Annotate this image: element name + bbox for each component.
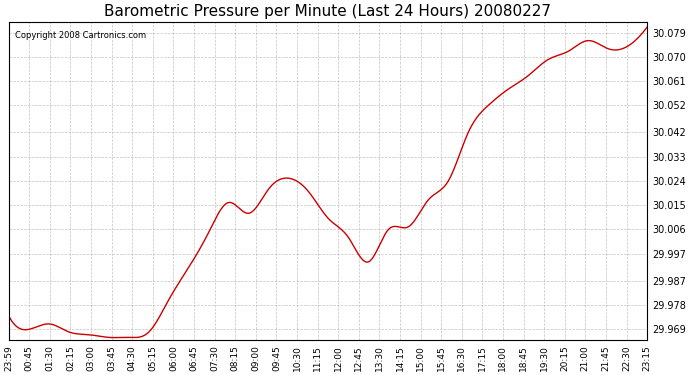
Text: Copyright 2008 Cartronics.com: Copyright 2008 Cartronics.com [15, 31, 146, 40]
Title: Barometric Pressure per Minute (Last 24 Hours) 20080227: Barometric Pressure per Minute (Last 24 … [104, 4, 551, 19]
